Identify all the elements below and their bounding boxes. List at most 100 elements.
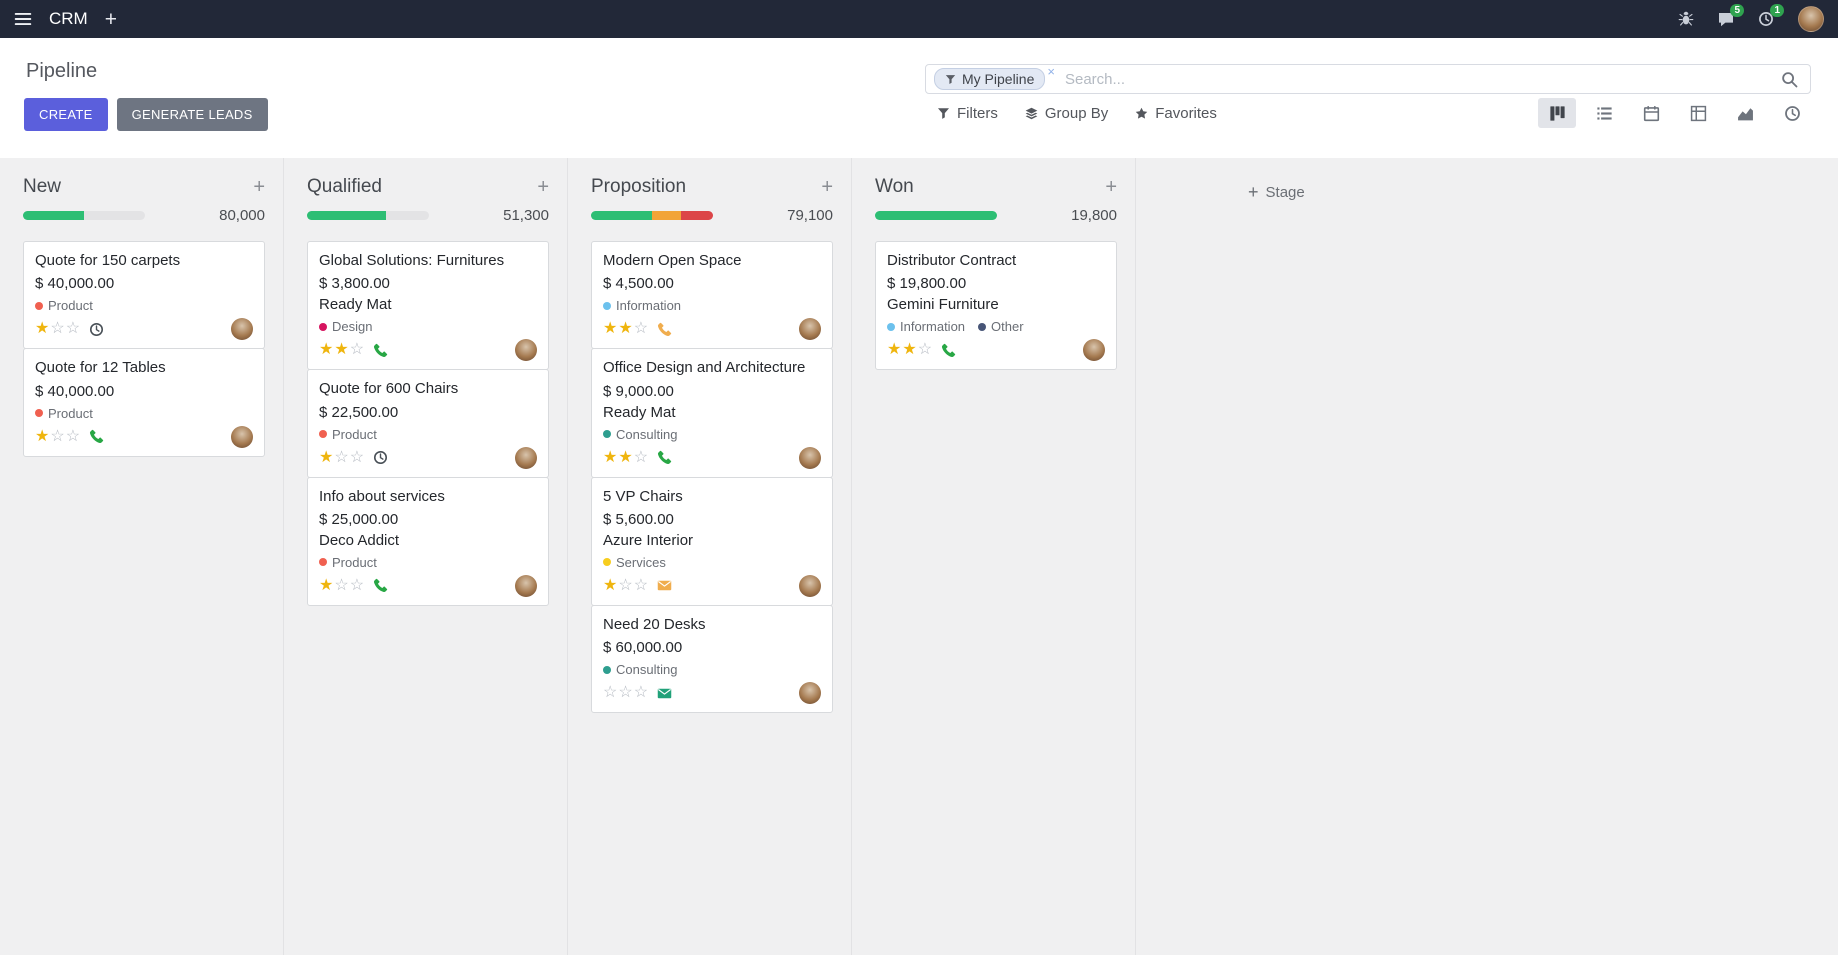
progress-segment[interactable] (23, 211, 84, 220)
column-progressbar[interactable] (307, 211, 429, 220)
priority-star-icon[interactable]: ☆ (917, 341, 933, 359)
priority-star-icon[interactable]: ☆ (633, 320, 649, 338)
avatar[interactable] (799, 574, 821, 597)
add-stage-button[interactable]: + Stage (1248, 180, 1305, 204)
priority-star-icon[interactable]: ★ (334, 341, 349, 359)
priority-star-icon[interactable]: ★ (603, 448, 618, 466)
progress-segment[interactable] (652, 211, 682, 220)
kanban-card[interactable]: Distributor Contract $ 19,800.00 Gemini Fu… (875, 241, 1117, 371)
kanban-card[interactable]: Info about services $ 25,000.00 Deco Addic… (307, 476, 549, 606)
view-switcher-calendar-button[interactable] (1632, 98, 1670, 128)
column-quick-create-button[interactable]: + (1105, 176, 1117, 198)
view-switcher-kanban-button[interactable] (1538, 98, 1576, 128)
priority-star-icon[interactable]: ☆ (50, 320, 65, 338)
column-progressbar[interactable] (591, 211, 713, 220)
priority-star-icon[interactable]: ☆ (633, 576, 649, 594)
activity-envelope-icon[interactable] (657, 686, 672, 701)
group-by-menu-button[interactable]: Group By (1025, 105, 1108, 122)
priority-star-icon[interactable]: ☆ (633, 448, 649, 466)
search-input[interactable] (1054, 70, 1781, 88)
activity-envelope-icon[interactable] (657, 578, 672, 593)
priority-star-icon[interactable]: ★ (603, 320, 618, 338)
priority-star-icon[interactable]: ★ (603, 576, 618, 594)
priority-star-icon[interactable]: ☆ (349, 341, 365, 359)
user-menu-button[interactable] (1798, 6, 1824, 32)
create-button[interactable]: CREATE (24, 98, 108, 131)
priority-star-icon[interactable]: ☆ (633, 684, 649, 701)
activity-phone-icon[interactable] (657, 322, 672, 337)
activities-button[interactable]: 1 (1758, 4, 1784, 27)
kanban-card[interactable]: Quote for 12 Tables $ 40,000.00 Product ★ ☆ ☆ (23, 348, 265, 457)
favorites-menu-button[interactable]: Favorites (1135, 105, 1217, 122)
column-quick-create-button[interactable]: + (253, 176, 265, 198)
avatar[interactable] (515, 446, 537, 469)
priority-star-icon[interactable]: ☆ (618, 576, 633, 594)
quick-add-button[interactable]: + (104, 7, 117, 31)
generate-leads-button[interactable]: GENERATE LEADS (116, 98, 268, 131)
activity-phone-icon[interactable] (657, 450, 672, 465)
messages-button[interactable]: 5 (1718, 4, 1744, 27)
kanban-card[interactable]: Quote for 150 carpets $ 40,000.00 Product ★… (23, 241, 265, 350)
column-quick-create-button[interactable]: + (821, 176, 833, 198)
priority-star-icon[interactable]: ☆ (50, 427, 65, 445)
view-switcher-graph-button[interactable] (1726, 98, 1764, 128)
priority-star-icon[interactable]: ☆ (334, 448, 349, 466)
filters-menu-button[interactable]: Filters (937, 105, 998, 122)
kanban-card[interactable]: Need 20 Desks $ 60,000.00 Consulting ☆ ☆ ☆ (591, 604, 833, 713)
debug-button[interactable] (1678, 11, 1694, 27)
priority-star-icon[interactable]: ☆ (349, 576, 365, 594)
priority-star-icon[interactable]: ★ (319, 576, 334, 594)
priority-star-icon[interactable]: ★ (35, 427, 50, 445)
column-quick-create-button[interactable]: + (537, 176, 549, 198)
priority-star-icon[interactable]: ☆ (334, 576, 349, 594)
priority-star-icon[interactable]: ☆ (65, 320, 81, 338)
avatar[interactable] (515, 339, 537, 362)
priority-star-icon[interactable]: ☆ (618, 684, 633, 701)
priority-star-icon[interactable]: ★ (618, 320, 633, 338)
priority-star-icon[interactable]: ☆ (65, 427, 81, 445)
search-bar[interactable]: My Pipeline × (925, 64, 1811, 94)
activity-phone-icon[interactable] (373, 578, 388, 593)
view-switcher-list-button[interactable] (1585, 98, 1623, 128)
kanban-card[interactable]: Modern Open Space $ 4,500.00 Information ★ ★… (591, 241, 833, 350)
priority-star-icon[interactable]: ★ (319, 448, 334, 466)
avatar[interactable] (231, 425, 253, 448)
kanban-card[interactable]: Quote for 600 Chairs $ 22,500.00 Product ★ ☆… (307, 369, 549, 478)
search-facet-my-pipeline[interactable]: My Pipeline (934, 68, 1046, 90)
card-tags: Product (319, 427, 537, 442)
kanban-card[interactable]: Office Design and Architecture $ 9,000.00… (591, 348, 833, 478)
activity-phone-icon[interactable] (373, 343, 388, 358)
avatar[interactable] (799, 446, 821, 469)
avatar[interactable] (231, 318, 253, 341)
activity-clock-icon[interactable] (89, 322, 104, 337)
search-icon[interactable] (1781, 71, 1798, 88)
activity-phone-icon[interactable] (941, 343, 956, 358)
priority-star-icon[interactable]: ★ (618, 448, 633, 466)
facet-remove-icon[interactable]: × (1047, 63, 1055, 79)
avatar[interactable] (799, 682, 821, 704)
priority-star-icon[interactable]: ☆ (603, 684, 618, 701)
progress-segment[interactable] (875, 211, 997, 220)
priority-star-icon[interactable]: ★ (902, 341, 917, 359)
view-switcher-activity-button[interactable] (1773, 98, 1811, 128)
progress-segment[interactable] (681, 211, 713, 220)
priority-star-icon[interactable]: ★ (319, 341, 334, 359)
app-name[interactable]: CRM (49, 9, 88, 28)
avatar[interactable] (799, 318, 821, 341)
avatar[interactable] (1083, 339, 1105, 362)
apps-menu-button[interactable] (14, 10, 32, 28)
priority-star-icon[interactable]: ★ (887, 341, 902, 359)
kanban-card[interactable]: 5 VP Chairs $ 5,600.00 Azure Interior Servi… (591, 476, 833, 606)
view-switcher-pivot-button[interactable] (1679, 98, 1717, 128)
activity-phone-icon[interactable] (89, 429, 104, 444)
progress-segment[interactable] (307, 211, 387, 220)
column-progressbar[interactable] (875, 211, 997, 220)
priority-star-icon[interactable]: ★ (35, 320, 50, 338)
column-progressbar[interactable] (23, 211, 145, 220)
progress-segment[interactable] (591, 211, 652, 220)
activity-view-icon (1784, 105, 1801, 122)
avatar[interactable] (515, 574, 537, 597)
kanban-card[interactable]: Global Solutions: Furnitures $ 3,800.00 Re… (307, 241, 549, 371)
priority-star-icon[interactable]: ☆ (349, 448, 365, 466)
activity-clock-icon[interactable] (373, 450, 388, 465)
